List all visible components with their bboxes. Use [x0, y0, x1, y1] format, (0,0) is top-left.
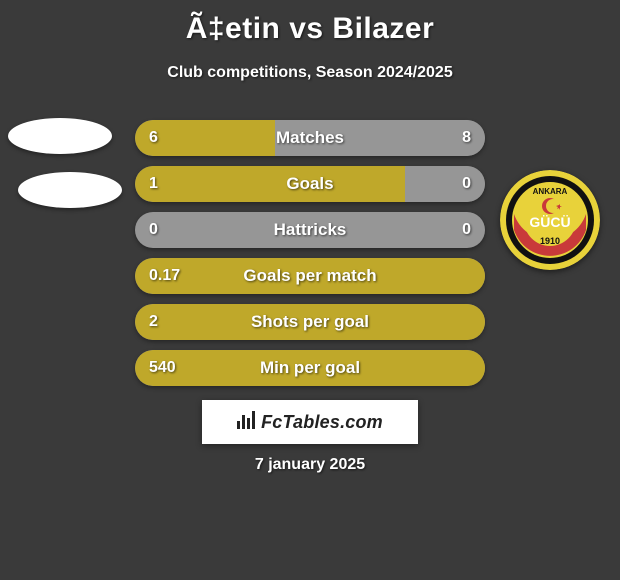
stat-value-right: 8: [462, 120, 471, 156]
stat-value-right: 0: [462, 166, 471, 202]
stat-row: 2Shots per goal: [135, 304, 485, 340]
badge-year-text: 1910: [540, 236, 560, 246]
stat-label: Min per goal: [135, 350, 485, 386]
stat-label: Hattricks: [135, 212, 485, 248]
stat-row: 540Min per goal: [135, 350, 485, 386]
date-text: 7 january 2025: [0, 456, 620, 474]
brand-badge[interactable]: FcTables.com: [202, 400, 418, 444]
stat-label: Matches: [135, 120, 485, 156]
badge-band-text: GÜCÜ: [529, 214, 570, 230]
stat-row: 0.17Goals per match: [135, 258, 485, 294]
stat-label: Shots per goal: [135, 304, 485, 340]
club-badge-icon: ANKARA GÜCÜ 1910: [500, 170, 600, 270]
left-decor-ellipse-1: [8, 118, 112, 154]
stat-value-right: 0: [462, 212, 471, 248]
left-decor-ellipse-2: [18, 172, 122, 208]
subtitle: Club competitions, Season 2024/2025: [0, 64, 620, 82]
badge-top-text: ANKARA: [533, 187, 568, 196]
stat-row: 0Hattricks0: [135, 212, 485, 248]
comparison-stats: 6Matches81Goals00Hattricks00.17Goals per…: [135, 120, 485, 396]
stat-row: 1Goals0: [135, 166, 485, 202]
stat-row: 6Matches8: [135, 120, 485, 156]
chart-icon: [237, 411, 257, 434]
stat-label: Goals per match: [135, 258, 485, 294]
stat-label: Goals: [135, 166, 485, 202]
page-title: Ã‡etin vs Bilazer: [0, 0, 620, 46]
brand-text: FcTables.com: [261, 412, 383, 433]
